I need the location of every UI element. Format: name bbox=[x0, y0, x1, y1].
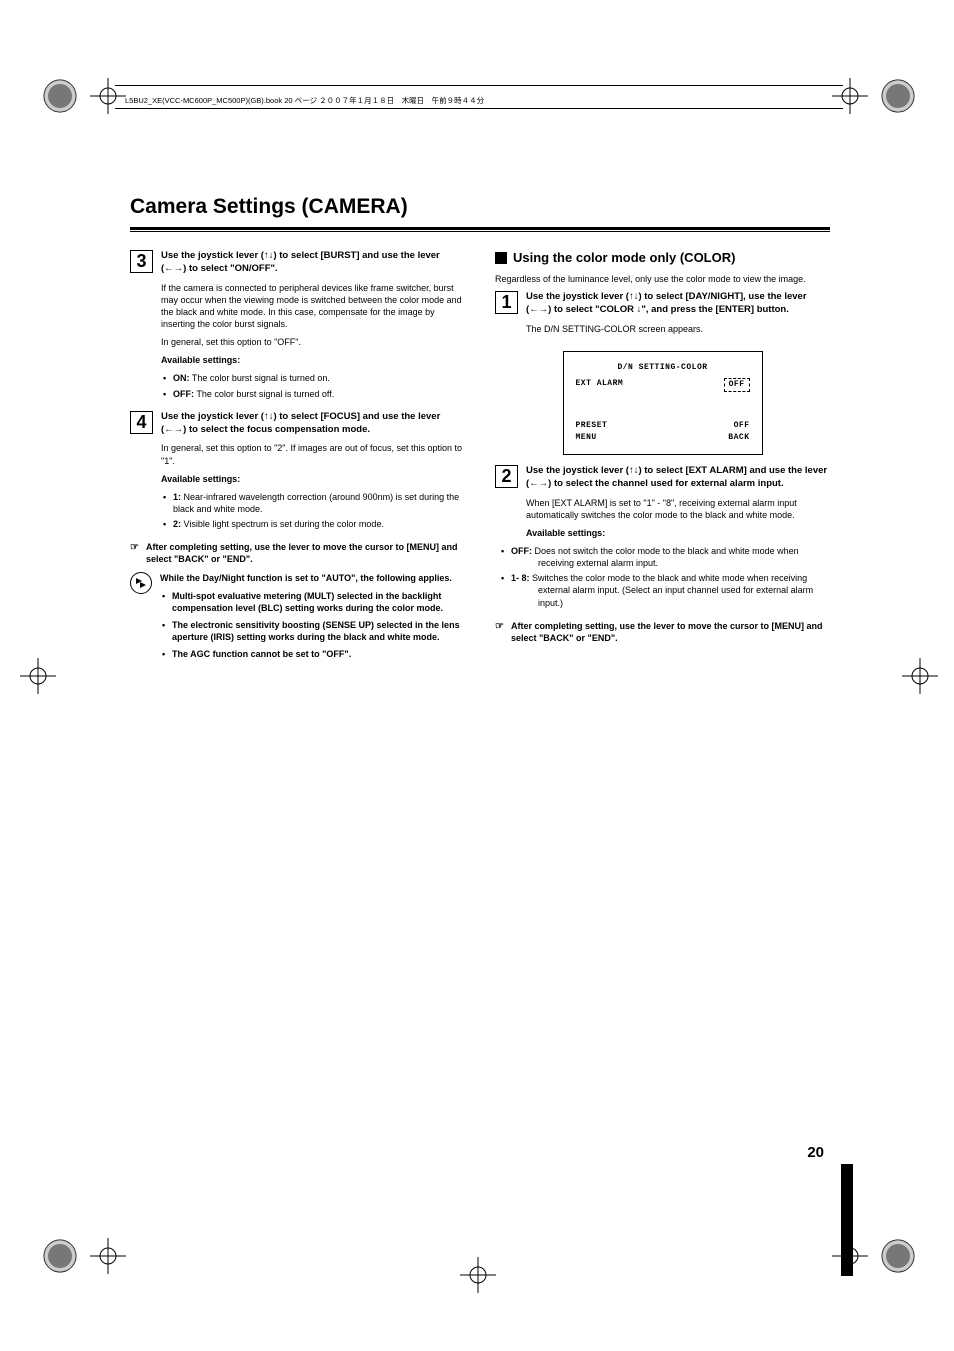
step-4: 4 Use the joystick lever (↑↓) to select … bbox=[130, 411, 465, 533]
step-number: 1 bbox=[495, 291, 518, 314]
body-text: When [EXT ALARM] is set to "1" - "8", re… bbox=[526, 497, 830, 521]
step-number: 2 bbox=[495, 465, 518, 488]
left-column: 3 Use the joystick lever (↑↓) to select … bbox=[130, 250, 465, 665]
note-text: After completing setting, use the lever … bbox=[495, 620, 830, 644]
available-label: Available settings: bbox=[161, 473, 465, 485]
square-icon bbox=[495, 252, 507, 264]
print-mark-circle bbox=[42, 78, 78, 114]
print-line bbox=[115, 85, 843, 86]
print-mark-circle bbox=[880, 78, 916, 114]
right-column: Using the color mode only (COLOR) Regard… bbox=[495, 250, 830, 665]
section-heading: Using the color mode only (COLOR) bbox=[495, 250, 830, 265]
list-item: 1: Near-infrared wavelength correction (… bbox=[161, 491, 465, 515]
available-label: Available settings: bbox=[161, 354, 465, 366]
print-mark-cross bbox=[460, 1257, 496, 1293]
screen-label: MENU bbox=[576, 432, 597, 444]
print-line bbox=[115, 108, 843, 109]
list-item: Multi-spot evaluative metering (MULT) se… bbox=[160, 590, 465, 614]
tip-heading: While the Day/Night function is set to "… bbox=[160, 572, 465, 584]
tip-box: While the Day/Night function is set to "… bbox=[130, 572, 465, 666]
note-text: After completing setting, use the lever … bbox=[130, 541, 465, 565]
screen-label: EXT ALARM bbox=[576, 378, 624, 392]
tip-icon bbox=[130, 572, 152, 594]
list-item: The AGC function cannot be set to "OFF". bbox=[160, 648, 465, 660]
available-label: Available settings: bbox=[526, 527, 830, 539]
screen-display: D/N SETTING-COLOR EXT ALARM OFF PRESET O… bbox=[563, 351, 763, 455]
list-item: 1- 8: Switches the color mode to the bla… bbox=[526, 572, 830, 608]
print-mark-cross bbox=[902, 658, 938, 694]
page-content: Camera Settings (CAMERA) 3 Use the joyst… bbox=[130, 195, 830, 665]
list-item: OFF: The color burst signal is turned of… bbox=[161, 388, 465, 400]
list-item: ON: The color burst signal is turned on. bbox=[161, 372, 465, 384]
print-mark-circle bbox=[880, 1238, 916, 1274]
body-text: Regardless of the luminance level, only … bbox=[495, 273, 830, 285]
body-text: In general, set this option to "2". If i… bbox=[161, 442, 465, 466]
step-2: 2 Use the joystick lever (↑↓) to select … bbox=[495, 465, 830, 612]
page-title: Camera Settings (CAMERA) bbox=[130, 195, 830, 219]
list-item: OFF: Does not switch the color mode to t… bbox=[526, 545, 830, 569]
screen-value: BACK bbox=[728, 432, 749, 444]
print-mark-circle bbox=[42, 1238, 78, 1274]
list-item: The electronic sensitivity boosting (SEN… bbox=[160, 619, 465, 643]
header-meta-text: L5BU2_XE(VCC-MC600P_MC500P)(GB).book 20 … bbox=[125, 95, 484, 106]
print-mark-cross bbox=[20, 658, 56, 694]
step-heading: Use the joystick lever (↑↓) to select [B… bbox=[161, 250, 465, 276]
step-number: 3 bbox=[130, 250, 153, 273]
body-text: The D/N SETTING-COLOR screen appears. bbox=[526, 323, 830, 335]
section-indicator-bar bbox=[841, 1164, 853, 1276]
screen-title: D/N SETTING-COLOR bbox=[576, 362, 750, 374]
title-underline bbox=[130, 231, 830, 232]
step-3: 3 Use the joystick lever (↑↓) to select … bbox=[130, 250, 465, 403]
title-underline bbox=[130, 227, 830, 230]
step-heading: Use the joystick lever (↑↓) to select [E… bbox=[526, 465, 830, 491]
body-text: If the camera is connected to peripheral… bbox=[161, 282, 465, 331]
screen-value-selected: OFF bbox=[724, 378, 750, 392]
step-heading: Use the joystick lever (↑↓) to select [D… bbox=[526, 291, 830, 317]
screen-value: OFF bbox=[734, 420, 750, 432]
print-mark-cross bbox=[90, 1238, 126, 1274]
list-item: 2: Visible light spectrum is set during … bbox=[161, 518, 465, 530]
step-1: 1 Use the joystick lever (↑↓) to select … bbox=[495, 291, 830, 341]
page-number: 20 bbox=[807, 1144, 824, 1161]
step-heading: Use the joystick lever (↑↓) to select [F… bbox=[161, 411, 465, 437]
screen-label: PRESET bbox=[576, 420, 608, 432]
step-number: 4 bbox=[130, 411, 153, 434]
body-text: In general, set this option to "OFF". bbox=[161, 336, 465, 348]
